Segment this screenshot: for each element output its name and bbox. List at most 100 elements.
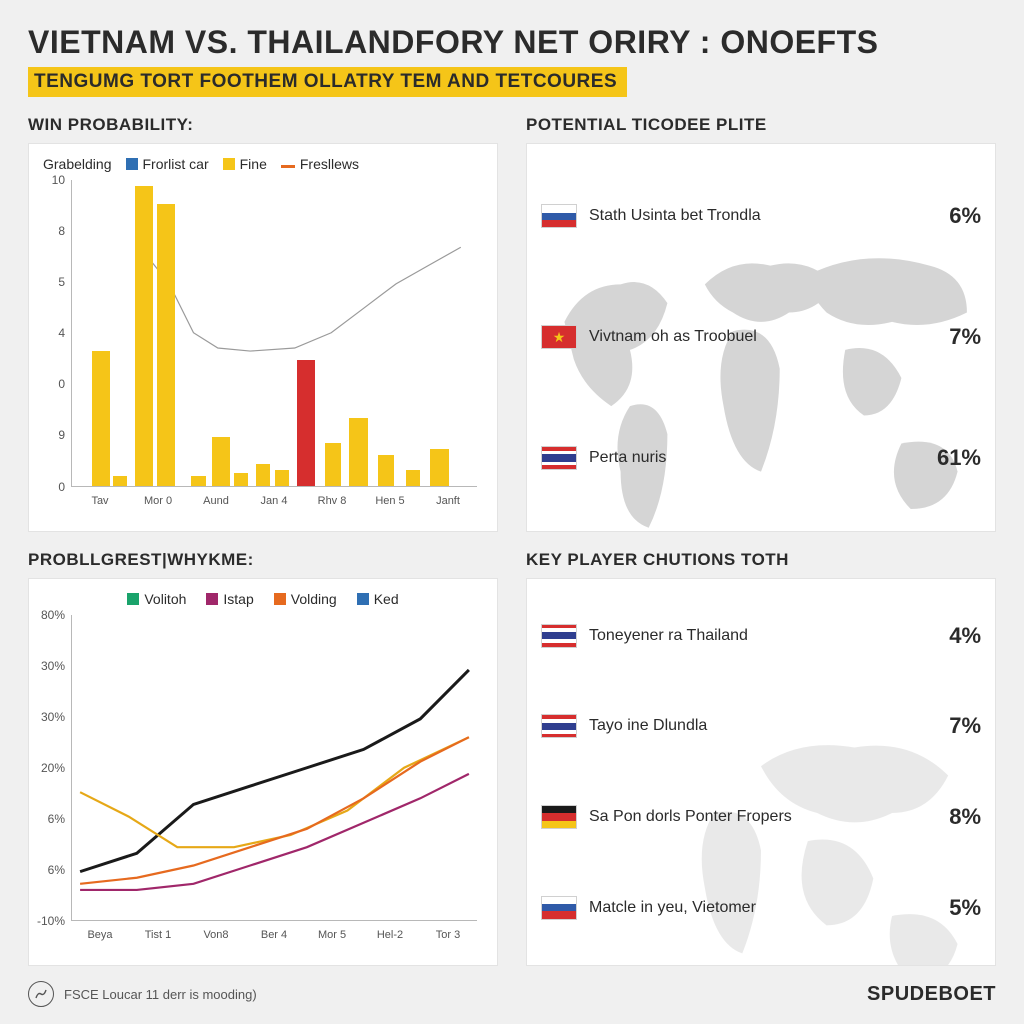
stat-label: Toneyener ra Thailand — [589, 627, 748, 645]
panel-title: WIN PROBABILITY: — [28, 115, 498, 135]
y-tick: 0 — [58, 480, 65, 494]
x-axis: BeyaTist 1Von8Ber 4Mor 5Hel-2Tor 3 — [71, 923, 477, 945]
stat-row: Matcle in yeu, Vietomer5% — [541, 887, 981, 929]
legend-item: Frorlist car — [126, 156, 209, 172]
infographic-page: VIETNAM VS. THAILANDFORY NET ORIRY : ONO… — [0, 0, 1024, 1024]
y-tick: 4 — [58, 326, 65, 340]
x-label: Rhv 8 — [318, 495, 347, 507]
x-label: Ber 4 — [261, 929, 287, 941]
bar — [157, 204, 175, 485]
stat-row: ★ Vivtnam oh as Troobuel 7% — [541, 316, 981, 358]
y-axis: 80%30%30%20%6%6%-10% — [43, 615, 69, 922]
stat-value: 7% — [949, 324, 981, 350]
stats-card: Stath Usinta bet Trondla 6% ★ Vivtnam oh as… — [526, 143, 996, 532]
legend-item: Fine — [223, 156, 267, 172]
stat-value: 61% — [937, 445, 981, 471]
stat-label: Stath Usinta bet Trondla — [589, 207, 761, 225]
footer-icon — [28, 981, 54, 1007]
stat-row: Toneyener ra Thailand 4% — [541, 615, 981, 657]
line-legend: Volitoh Istap Volding Ked — [43, 591, 483, 607]
x-label: Tist 1 — [145, 929, 172, 941]
legend-item: Volitoh — [127, 591, 186, 607]
x-label: Janft — [436, 495, 460, 507]
footer-left: FSCE Loucar 11 derr is mooding) — [28, 981, 257, 1007]
stat-row: Tayo ine Dlundla 7% — [541, 705, 981, 747]
bar — [135, 186, 153, 485]
stat-label: Perta nuris — [589, 449, 666, 467]
stat-label: Tayo ine Dlundla — [589, 717, 707, 735]
legend-item: Istap — [206, 591, 253, 607]
y-tick: 5 — [58, 275, 65, 289]
x-label: Mor 0 — [144, 495, 172, 507]
y-tick: 6% — [48, 812, 65, 826]
bar — [325, 443, 341, 486]
stat-row: Sa Pon dorls Ponter Fropers 8% — [541, 796, 981, 838]
flag-russia — [541, 204, 577, 228]
y-tick: 6% — [48, 863, 65, 877]
bar — [113, 476, 127, 485]
trend-line — [72, 180, 477, 486]
flag-vietnam: ★ — [541, 325, 577, 349]
bar — [406, 470, 420, 485]
legend-item: Fresllews — [281, 156, 359, 172]
y-tick: 30% — [41, 710, 65, 724]
page-title: VIETNAM VS. THAILANDFORY NET ORIRY : ONO… — [28, 24, 996, 61]
bar — [92, 351, 110, 485]
brand-logo: SPUDEBOET — [867, 983, 996, 1006]
plot-area — [71, 180, 477, 487]
stat-value: 6% — [949, 203, 981, 229]
bar-legend: Grabelding Frorlist car Fine Fresllews — [43, 156, 483, 172]
x-label: Beya — [87, 929, 112, 941]
y-tick: 10 — [52, 173, 65, 187]
bar — [234, 473, 248, 485]
footer-text: FSCE Loucar 11 derr is mooding) — [64, 987, 257, 1002]
stat-label: Matcle in yeu, Vietomer — [589, 899, 756, 917]
y-tick: 20% — [41, 761, 65, 775]
bar — [212, 437, 230, 486]
stat-label: Sa Pon dorls Ponter Fropers — [589, 808, 792, 826]
x-label: Mor 5 — [318, 929, 346, 941]
plot-area — [71, 615, 477, 922]
stat-value: 8% — [949, 804, 981, 830]
bar — [297, 360, 315, 485]
y-tick: -10% — [37, 914, 65, 928]
page-subtitle: TENGUMG TORT FOOTHEM OLLATRY TEM AND TET… — [28, 67, 627, 97]
legend-item: Volding — [274, 591, 337, 607]
bar — [378, 455, 394, 486]
stat-row: Stath Usinta bet Trondla 6% — [541, 195, 981, 237]
panel-title: KEY PLAYER CHUTIONS TOTH — [526, 550, 996, 570]
y-tick: 30% — [41, 659, 65, 673]
line-chart-card: Volitoh Istap Volding Ked 80% 30% 30% 20% 6% 6% -… — [28, 578, 498, 967]
flag-thailand — [541, 624, 577, 648]
stats-rows: Stath Usinta bet Trondla 6% ★ Vivtnam oh as… — [541, 156, 981, 519]
bar — [349, 418, 367, 485]
subtitle-wrap: TENGUMG TORT FOOTHEM OLLATRY TEM AND TET… — [28, 67, 996, 97]
panel-key-player: KEY PLAYER CHUTIONS TOTH Toneyener ra Th… — [526, 550, 996, 967]
bar-chart-card: Grabelding Frorlist car Fine Fresllews 10 8… — [28, 143, 498, 532]
bar — [256, 464, 270, 485]
panel-probl: PROBLLGREST|WHYKME: VolitohIstapVoldingK… — [28, 550, 498, 967]
line-series — [72, 615, 477, 921]
legend-lead: Grabelding — [43, 156, 112, 172]
y-axis: 10854090 — [43, 180, 69, 487]
x-axis: TavMor 0AundJan 4Rhv 8Hen 5Janft — [71, 489, 477, 511]
y-tick: 80% — [41, 608, 65, 622]
panel-title: POTENTIAL TICODEE PLITE — [526, 115, 996, 135]
panel-win-probability: WIN PROBABILITY: Grabelding Frorlist car… — [28, 115, 498, 532]
panel-grid: WIN PROBABILITY: Grabelding Frorlist car… — [28, 115, 996, 966]
x-label: Hel-2 — [377, 929, 403, 941]
x-label: Aund — [203, 495, 229, 507]
y-tick: 0 — [58, 377, 65, 391]
x-label: Hen 5 — [375, 495, 404, 507]
stat-label: Vivtnam oh as Troobuel — [589, 328, 757, 346]
stat-value: 7% — [949, 713, 981, 739]
bar — [191, 476, 205, 485]
x-label: Tav — [91, 495, 108, 507]
legend-item: Ked — [357, 591, 399, 607]
line-chart: 80%30%30%20%6%6%-10% BeyaTist 1Von8Ber 4… — [43, 615, 483, 946]
y-tick: 8 — [58, 224, 65, 238]
footer: FSCE Loucar 11 derr is mooding) SPUDEBOE… — [28, 976, 996, 1012]
flag-thailand — [541, 714, 577, 738]
stat-value: 4% — [949, 623, 981, 649]
bar — [430, 449, 448, 486]
